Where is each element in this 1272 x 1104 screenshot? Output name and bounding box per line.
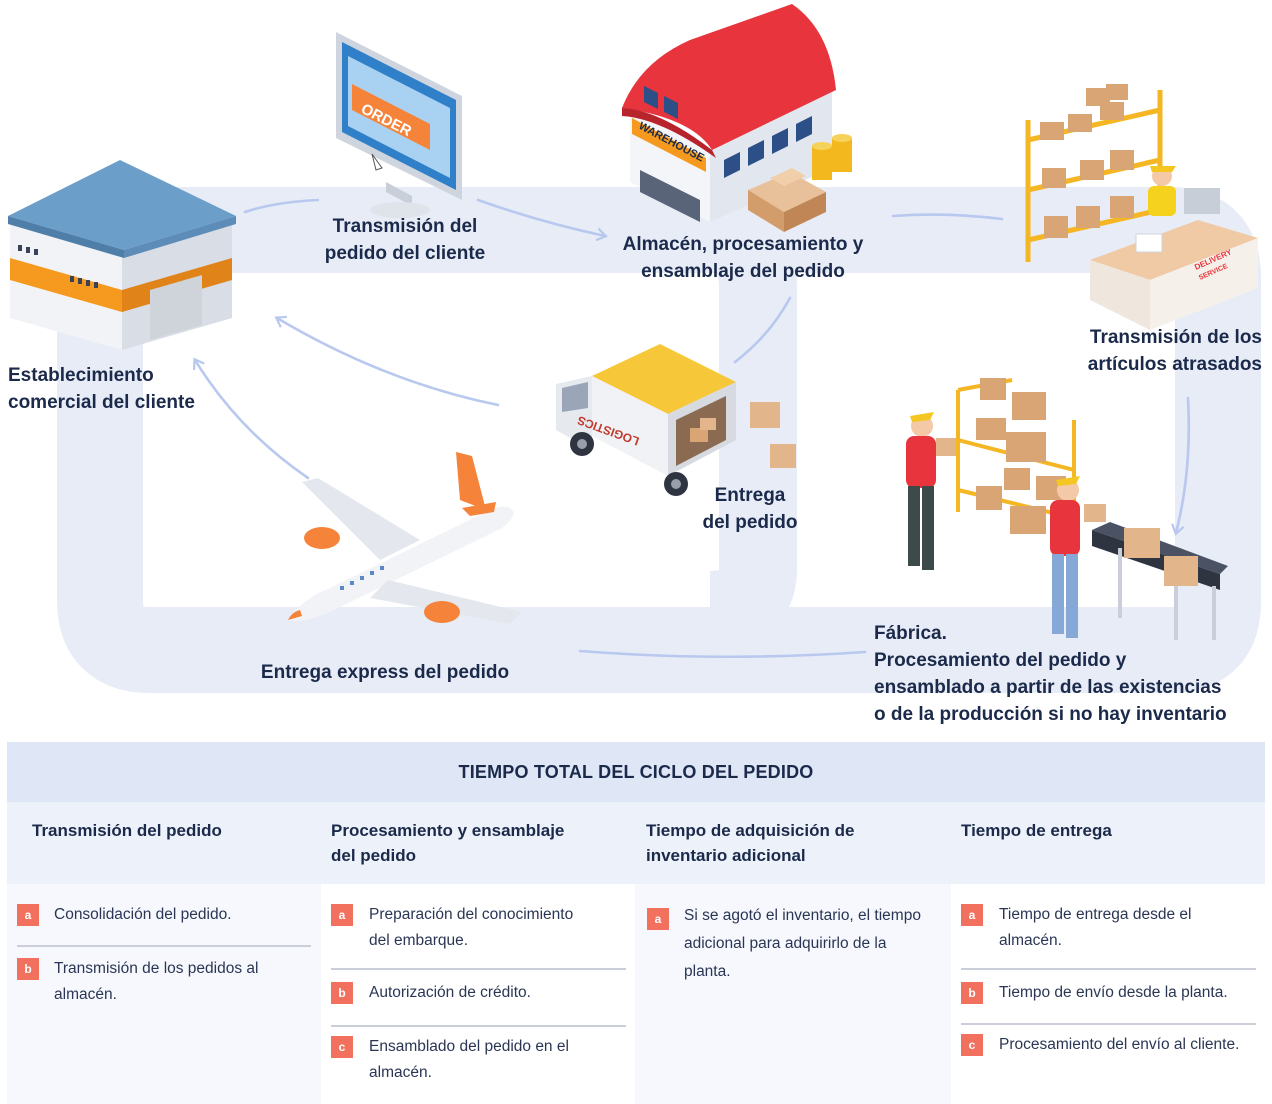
item-text: Transmisión de los pedidos al almacén. [54,956,258,1008]
item-line: almacén. [369,1064,432,1081]
delivery-service-icon: DELIVERY SERVICE [1025,84,1258,330]
label-backorder: Transmisión de los artículos atrasados [1064,324,1262,378]
barrels [812,134,852,180]
item-text: Preparación del conocimiento del embarqu… [369,902,573,954]
header-line: Transmisión del pedido [32,821,222,840]
order-cycle-table: TIEMPO TOTAL DEL CICLO DEL PEDIDO Transm… [7,742,1265,1104]
badge: c [331,1036,353,1058]
order-cycle-diagram: ORDER WAREHOUSE [8,4,1262,728]
customer-store-icon [8,160,236,350]
truck-icon: LOGISTICS [556,344,796,496]
table-body: a Consolidación del pedido. b Transmisió… [7,884,1265,1104]
order-monitor-icon: ORDER [336,32,462,218]
badge: b [331,982,353,1004]
label-express-delivery: Entrega express del pedido [240,659,530,686]
divider [17,945,311,947]
airplane-icon [288,452,522,624]
item-line: Ensamblado del pedido en el [369,1038,569,1055]
column-delivery: a Tiempo de entrega desde el almacén. b … [951,884,1265,1104]
item-line: Tiempo de envío desde la planta. [999,984,1228,1001]
column-order-transmission: a Consolidación del pedido. b Transmisió… [7,884,319,1104]
item-line: Transmisión de los pedidos al [54,960,259,977]
arrow-factory-to-express [578,649,867,659]
label-line: Almacén, procesamiento y [622,234,864,255]
item-text: Autorización de crédito. [369,980,531,1006]
label-delivery: Entrega del pedido [690,482,810,536]
header-line: inventario adicional [646,846,806,865]
item-line: Preparación del conocimiento [369,906,574,923]
column-inventory: a Si se agotó el inventario, el tiempo a… [637,884,949,1104]
divider [331,968,626,970]
arrow-plane-to-store [192,357,310,480]
label-line: Fábrica. [874,623,947,644]
divider [961,968,1256,970]
item-line: Si se agotó el inventario, el tiempo [684,907,921,924]
arrow-warehouse-to-truck [733,296,792,364]
label-line: pedido del cliente [324,243,486,264]
arrow-order-to-warehouse [476,198,608,242]
label-line: artículos atrasados [1087,354,1262,375]
item-line: planta. [684,963,731,980]
item-line: almacén. [999,932,1062,949]
badge: a [961,904,983,926]
item-text: Consolidación del pedido. [54,902,232,928]
item-text: Ensamblado del pedido en el almacén. [369,1034,569,1086]
label-line: Transmisión de los [1089,327,1262,348]
item-line: Autorización de crédito. [369,984,531,1001]
item-text: Si se agotó el inventario, el tiempo adi… [684,902,921,986]
column-processing: a Preparación del conocimiento del embar… [321,884,635,1104]
badge: a [647,908,669,930]
arrow-warehouse-to-backorder [891,213,1004,221]
item-line: Consolidación del pedido. [54,906,232,923]
label-line: ensamblaje del pedido [641,261,845,282]
label-customer-business: Establecimiento comercial del cliente [8,362,195,416]
table-title: TIEMPO TOTAL DEL CICLO DEL PEDIDO [7,742,1265,802]
badge: b [961,982,983,1004]
header-line: Procesamiento y ensamblaje [331,821,565,840]
badge: c [961,1034,983,1056]
label-line: del pedido [702,512,798,533]
label-factory: Fábrica. Procesamiento del pedido y ensa… [874,620,1227,728]
column-header-processing: Procesamiento y ensamblaje del pedido [331,818,601,868]
arrow-truck-to-store [274,315,500,407]
label-line: comercial del cliente [8,392,195,413]
item-text: Procesamiento del envío al cliente. [999,1032,1239,1058]
warehouse-boxes [748,168,826,232]
item-line: Tiempo de entrega desde el [999,906,1192,923]
arrow-backorder-to-factory [1171,396,1191,536]
label-line: Establecimiento [8,365,154,386]
label-warehouse: Almacén, procesamiento y ensamblaje del … [612,231,874,285]
badge: a [331,904,353,926]
column-header-order-transmission: Transmisión del pedido [32,818,302,843]
item-line: adicional para adquirirlo de la [684,935,887,952]
divider [331,1025,626,1027]
label-line: o de la producción si no hay inventario [874,704,1227,725]
label-line: ensamblado a partir de las existencias [874,677,1222,698]
table-header-row: Transmisión del pedido Procesamiento y e… [7,802,1265,884]
badge: b [17,958,39,980]
label-line: Transmisión del [332,216,478,237]
label-line: Procesamiento del pedido y [874,650,1127,671]
divider [961,1023,1256,1025]
label-line: Entrega [714,485,786,506]
header-line: del pedido [331,846,416,865]
factory-icon [906,378,1228,640]
item-line: Procesamiento del envío al cliente. [999,1036,1240,1053]
item-text: Tiempo de entrega desde el almacén. [999,902,1191,954]
item-line: almacén. [54,986,117,1003]
badge: a [17,904,39,926]
item-line: del embarque. [369,932,469,949]
item-text: Tiempo de envío desde la planta. [999,980,1228,1006]
header-line: Tiempo de adquisición de [646,821,855,840]
warehouse-icon: WAREHOUSE [622,4,852,232]
column-header-inventory: Tiempo de adquisición de inventario adic… [646,818,916,868]
column-header-delivery: Tiempo de entrega [961,818,1231,843]
flow-arrows [192,198,1191,659]
arrow-store-to-order [243,198,320,214]
label-order-transmission: Transmisión del pedido del cliente [305,213,505,267]
header-line: Tiempo de entrega [961,821,1112,840]
label-line: Entrega express del pedido [260,662,510,683]
diagram-graphics: ORDER WAREHOUSE [8,4,1261,693]
